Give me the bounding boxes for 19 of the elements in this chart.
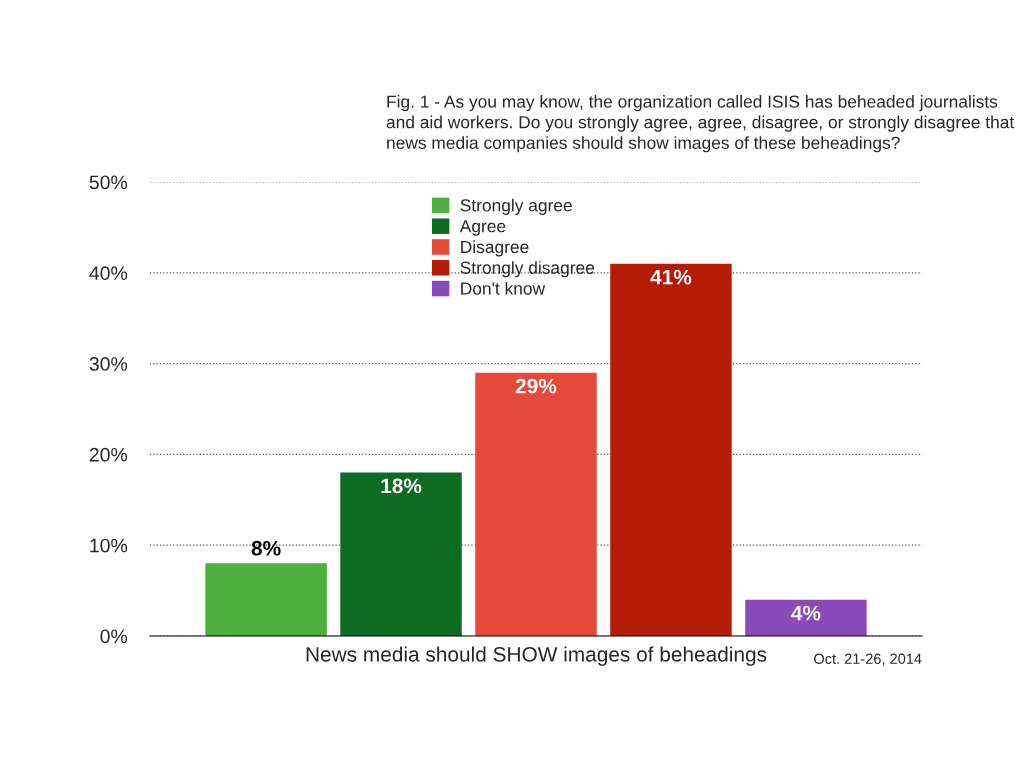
legend-label: Disagree [461, 240, 529, 257]
y-tick-label: 30% [89, 357, 128, 371]
legend-label: Strongly disagree [460, 261, 595, 278]
y-tick-label: 0% [100, 629, 128, 644]
legend-label: Strongly agree [460, 198, 572, 215]
legend-label: Don't know [461, 281, 546, 295]
y-tick-label: 40% [89, 266, 128, 281]
legend-label: Agree [459, 220, 506, 236]
data-label: 8% [251, 540, 281, 556]
data-label: 18% [381, 478, 422, 494]
data-label: 41% [650, 269, 692, 285]
data-label: 29% [515, 378, 557, 394]
data-label: 4% [791, 605, 821, 621]
y-tick-label: 50% [89, 175, 128, 190]
chart-title: Fig. 1 - As you may know, the organization called ISIS has beheaded journalists and aid workers. Do you strongly agree, agree, disagree, or strongly disagree that news media companies should show images of these beheadings? [386, 95, 1015, 153]
text: Oct. 21-26, 2014 [814, 653, 922, 666]
x-axis-title: News media should SHOW images of beheadings [306, 646, 767, 666]
y-tick-label: 10% [90, 538, 128, 553]
y-tick-label: 20% [89, 447, 128, 462]
